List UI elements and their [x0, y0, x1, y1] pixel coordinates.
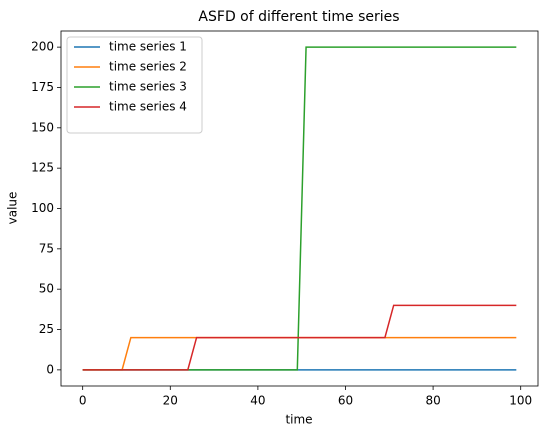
legend-label: time series 3 [109, 80, 187, 94]
y-tick-label: 150 [31, 120, 54, 134]
x-tick-label: 0 [79, 394, 87, 408]
x-axis-label: time [285, 413, 312, 427]
legend: time series 1 time series 2 time series 3 t… [66, 36, 203, 134]
series-line [82, 336, 517, 371]
x-tick-label: 20 [163, 394, 178, 408]
y-tick-label: 125 [31, 161, 54, 175]
y-tick-label: 75 [39, 241, 54, 255]
x-tick-label: 80 [425, 394, 440, 408]
y-tick-label: 200 [31, 40, 54, 54]
y-tick-label: 100 [31, 201, 54, 215]
chart-title: ASFD of different time series [198, 9, 399, 25]
x-tick-label: 60 [338, 394, 353, 408]
x-tick-label: 100 [509, 394, 532, 408]
y-tick-label: 0 [46, 362, 54, 376]
legend-label: time series 1 [109, 40, 187, 54]
y-tick-label: 25 [39, 322, 54, 336]
y-tick-label: 175 [31, 80, 54, 94]
x-tick-label: 40 [250, 394, 265, 408]
y-tick-label: 50 [39, 282, 54, 296]
plot-frame [60, 30, 539, 387]
y-axis-label: value [6, 192, 20, 225]
series-line [82, 304, 517, 371]
legend-label: time series 2 [109, 60, 187, 74]
legend-box [66, 36, 203, 134]
legend-label: time series 4 [109, 100, 187, 114]
